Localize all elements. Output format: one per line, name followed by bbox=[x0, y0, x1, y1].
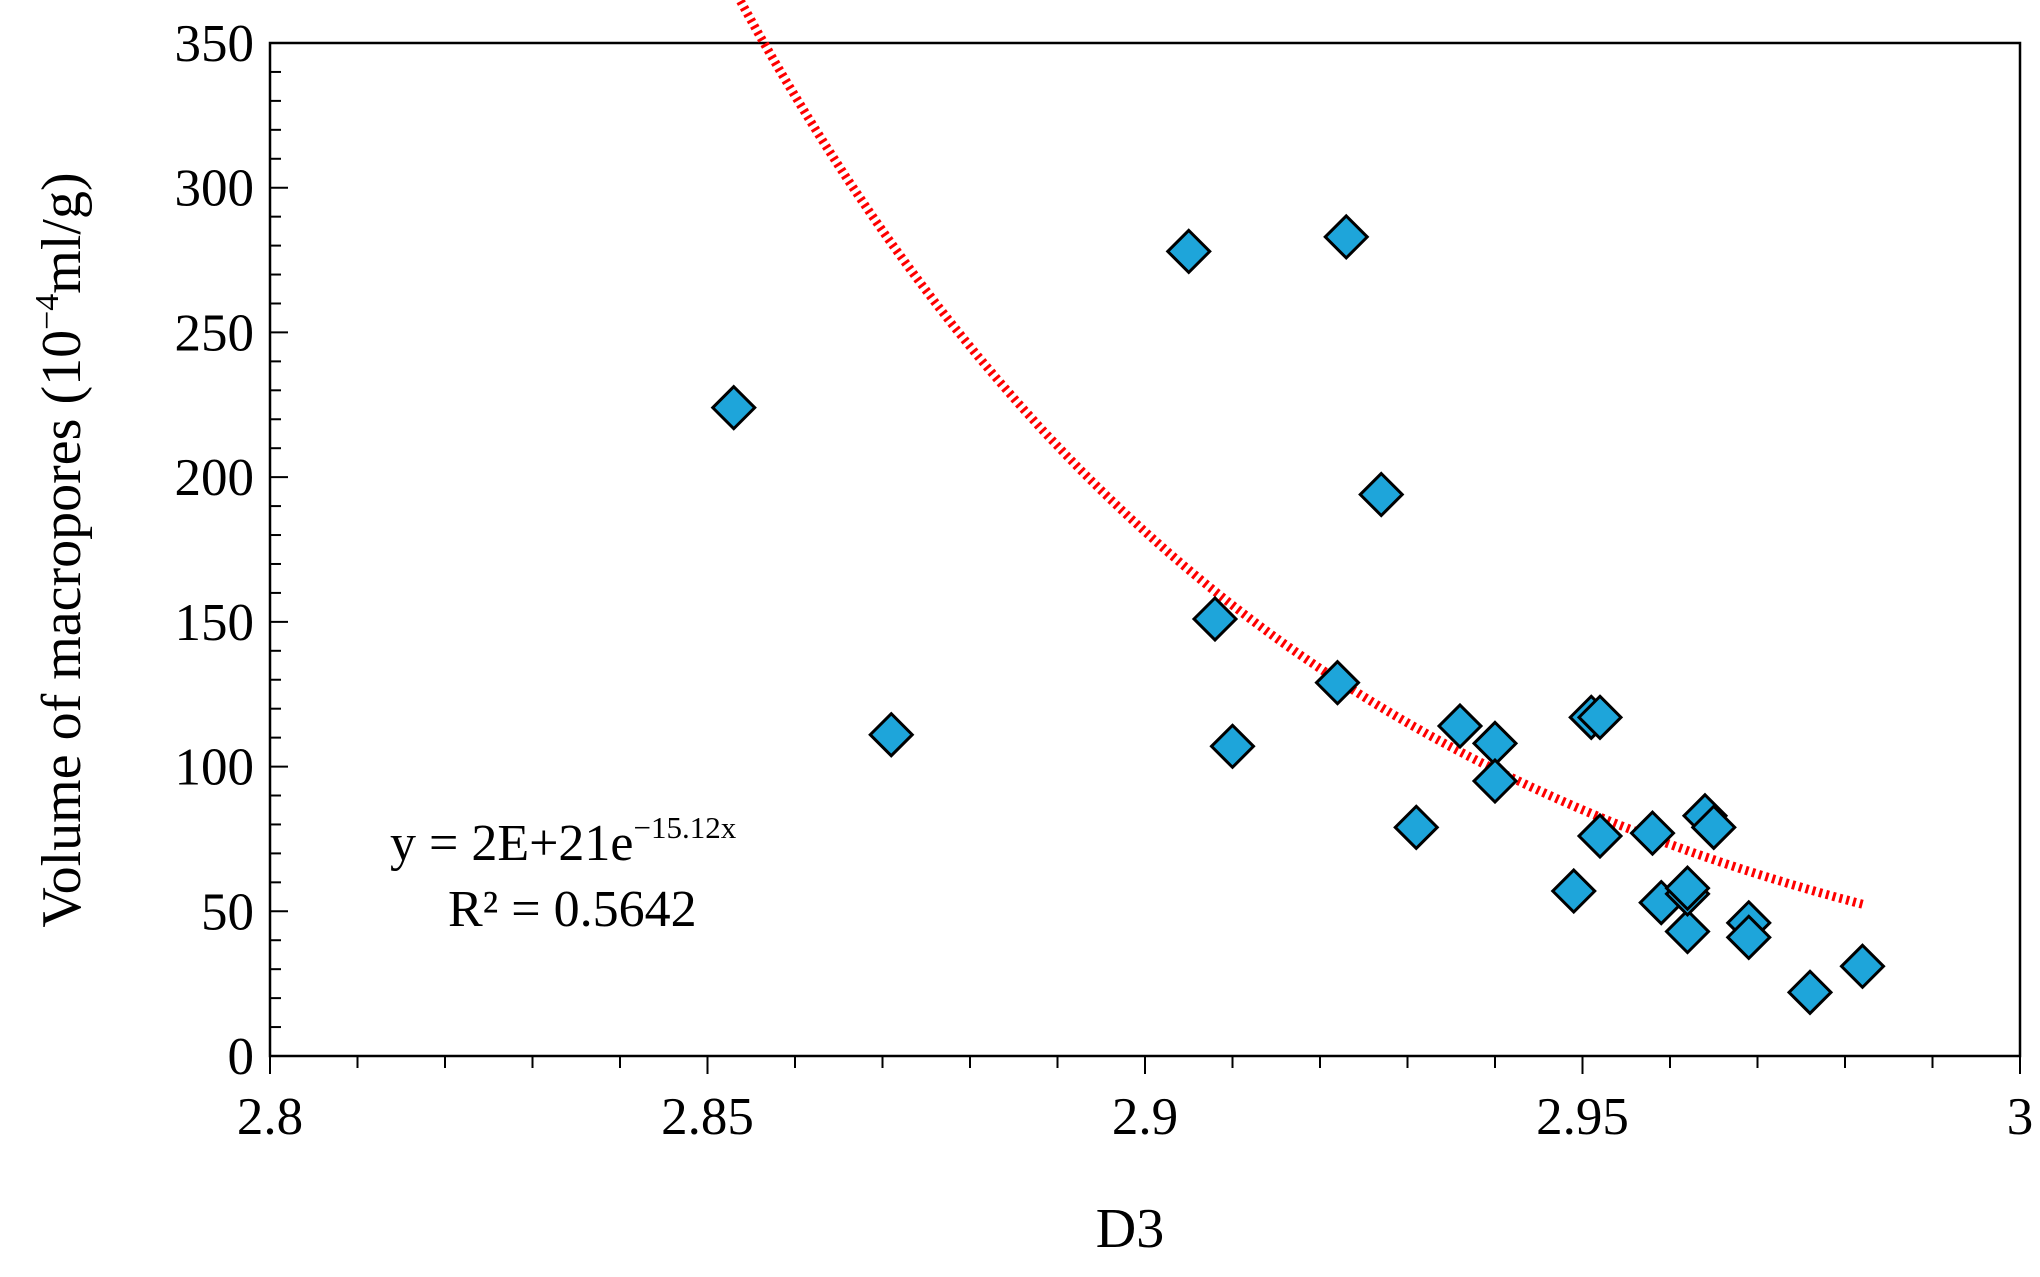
data-point bbox=[1576, 694, 1624, 741]
r-squared-label: R² = 0.5642 bbox=[448, 881, 697, 938]
data-point bbox=[1664, 865, 1711, 912]
y-tick-label: 100 bbox=[175, 739, 255, 797]
x-axis-title: D3 bbox=[1096, 1198, 1164, 1260]
data-point bbox=[1664, 908, 1711, 955]
data-points bbox=[710, 213, 1886, 1016]
data-point bbox=[1576, 812, 1624, 860]
data-point bbox=[1393, 804, 1440, 851]
x-tick-label: 3 bbox=[2007, 1088, 2034, 1146]
data-point bbox=[710, 384, 757, 431]
data-point bbox=[1690, 804, 1737, 851]
data-point bbox=[1165, 228, 1212, 275]
data-point bbox=[1314, 659, 1361, 706]
data-point bbox=[1323, 213, 1370, 261]
data-point bbox=[1629, 810, 1676, 857]
data-point bbox=[868, 711, 915, 758]
y-tick-label: 250 bbox=[175, 304, 255, 362]
data-point bbox=[1358, 471, 1405, 518]
y-axis-title: Volume of macropores (10−4ml/g) bbox=[29, 172, 93, 927]
trendline bbox=[734, 0, 1864, 909]
x-axis: 2.8 2.85 2.9 2.95 3 bbox=[237, 1056, 2033, 1146]
data-point bbox=[1436, 702, 1484, 750]
y-tick-label: 350 bbox=[175, 15, 255, 73]
x-tick-label: 2.85 bbox=[661, 1088, 754, 1146]
data-point bbox=[1209, 723, 1256, 770]
y-tick-label: 50 bbox=[201, 883, 254, 941]
y-tick-label: 200 bbox=[175, 449, 255, 507]
data-point bbox=[1191, 595, 1239, 643]
y-tick-label: 150 bbox=[175, 594, 255, 652]
data-point bbox=[1550, 867, 1597, 915]
trendline-path bbox=[734, 0, 1864, 909]
x-tick-label: 2.9 bbox=[1112, 1088, 1178, 1146]
x-tick-label: 2.95 bbox=[1536, 1088, 1629, 1146]
y-axis: 0 50 100 150 200 250 300 350 bbox=[175, 15, 288, 1086]
data-point bbox=[1839, 943, 1886, 990]
data-point bbox=[1725, 914, 1772, 961]
y-tick-label: 0 bbox=[228, 1028, 255, 1086]
plot-area bbox=[268, 41, 2022, 1058]
x-tick-label: 2.8 bbox=[237, 1088, 303, 1146]
data-point bbox=[1786, 969, 1834, 1016]
y-tick-label: 300 bbox=[175, 160, 255, 218]
fit-equation: y = 2E+21e−15.12x bbox=[390, 810, 737, 872]
data-point bbox=[1471, 757, 1519, 805]
